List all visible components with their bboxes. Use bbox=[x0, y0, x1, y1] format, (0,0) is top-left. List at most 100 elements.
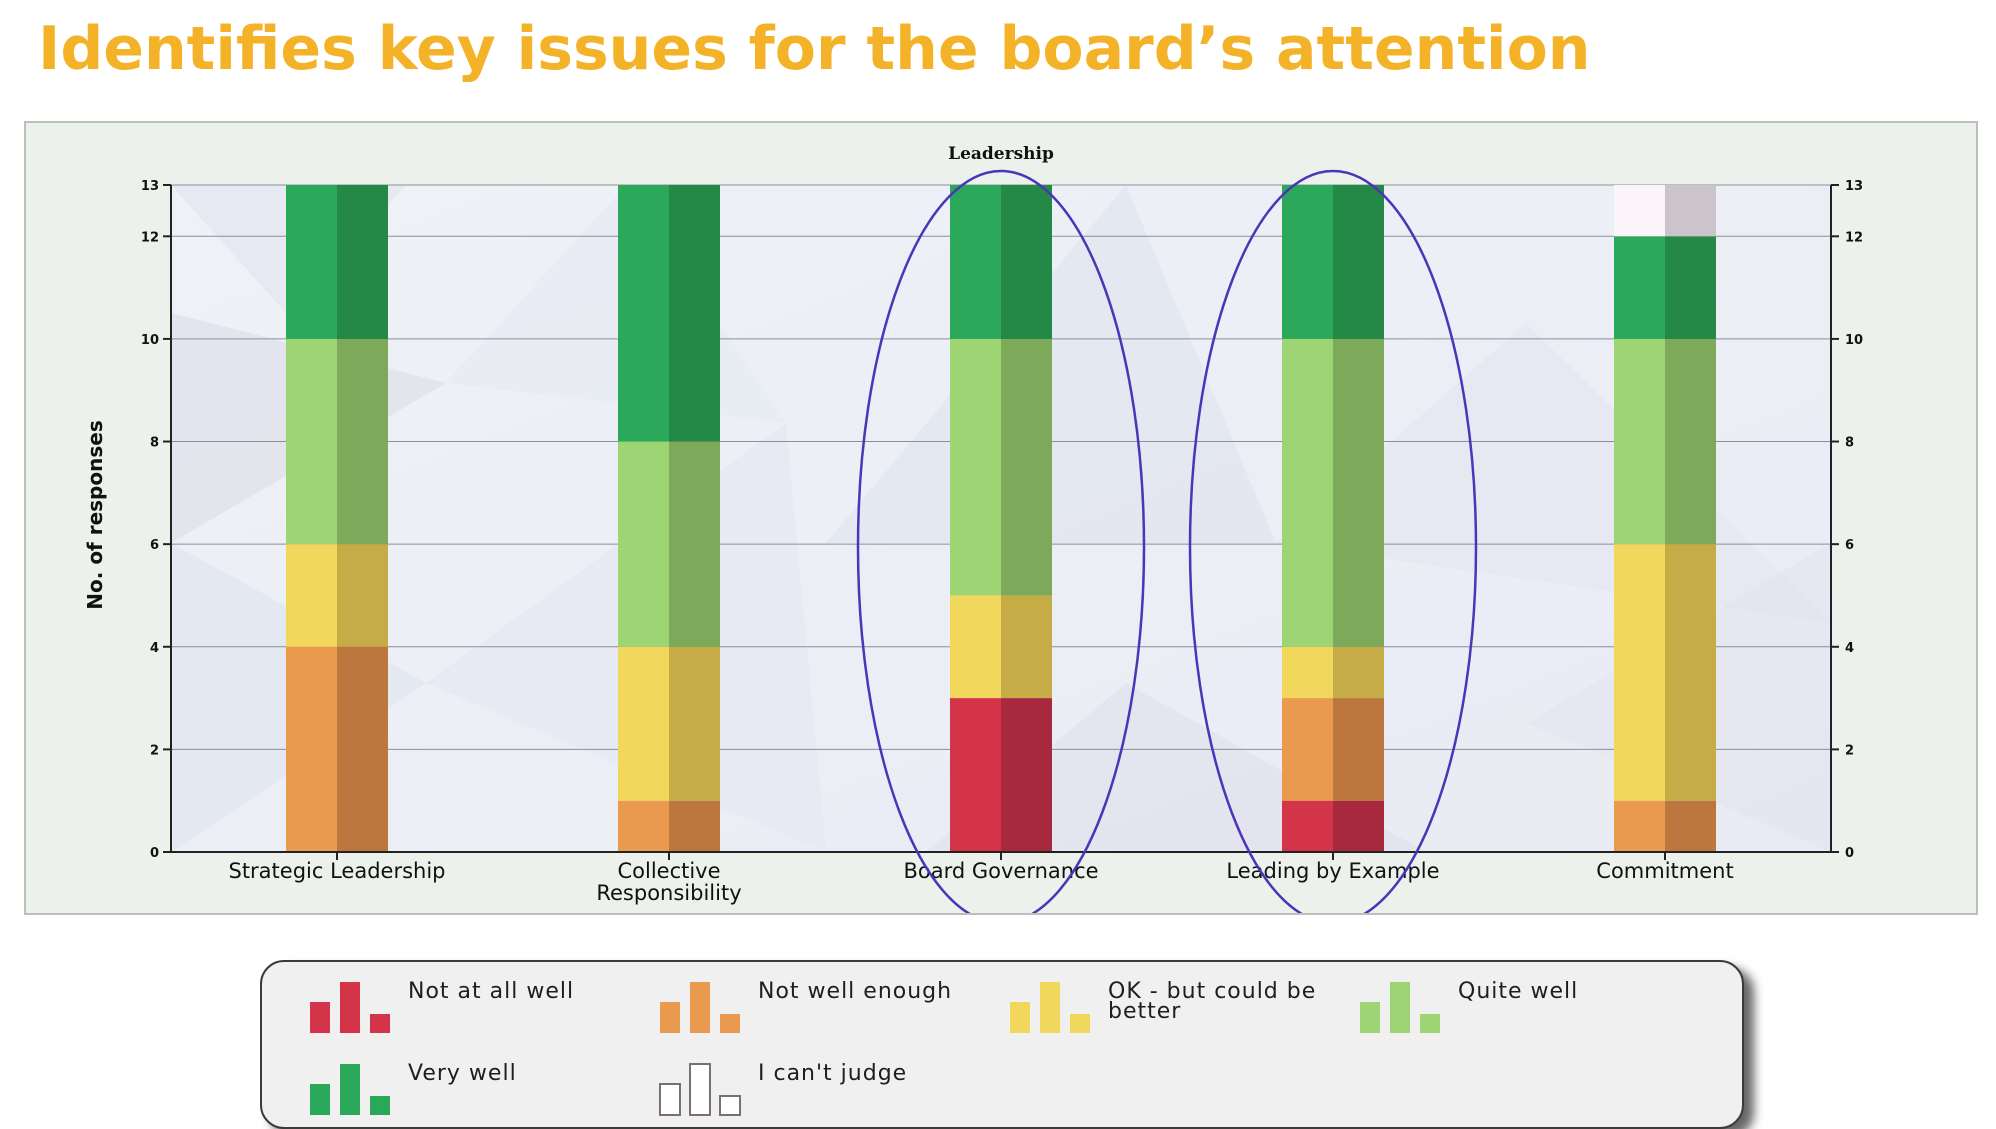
chart-title: Leadership bbox=[948, 144, 1054, 164]
category-label-leading-by-example: Leading by Example bbox=[1226, 859, 1439, 883]
highlight-ellipse-leading-by-example bbox=[1188, 169, 1478, 913]
bar-segment-very-well bbox=[1282, 185, 1333, 339]
legend-item-very-well: Very well bbox=[308, 1062, 648, 1122]
legend-label: Very well bbox=[408, 1061, 517, 1086]
bar-segment-quite-well-shade bbox=[1333, 338, 1384, 647]
legend-label: OK - but could be better bbox=[1108, 979, 1317, 1024]
bar-segment-ok-but-could-be-better-shade bbox=[1665, 544, 1716, 801]
bar-segment-very-well-shade bbox=[337, 185, 388, 339]
bar-segment-quite-well-shade bbox=[337, 338, 388, 545]
bar-segment-ok-but-could-be-better bbox=[1282, 646, 1333, 699]
legend-item-quite-well: Quite well bbox=[1358, 980, 1698, 1040]
stacked-bar-chart: 0 0 2 2 4 4 6 6 8 8 10 10 12 12 13 13 Strategic Leaders… bbox=[83, 144, 1863, 913]
bar-stack-board-governance bbox=[950, 185, 1052, 852]
bar-segment-not-well-enough bbox=[1282, 698, 1333, 801]
y-tick-label-right: 0 bbox=[1845, 846, 1854, 861]
tick-labels: 0 0 2 2 4 4 6 6 8 8 10 10 12 12 13 13 bbox=[141, 179, 1863, 861]
legend-label: Quite well bbox=[1458, 979, 1579, 1004]
y-tick-label-right: 10 bbox=[1845, 333, 1863, 348]
bar-segment-very-well-shade bbox=[669, 185, 720, 442]
legend-label: I can't judge bbox=[758, 1061, 908, 1086]
chart-panel: 0 0 2 2 4 4 6 6 8 8 10 10 12 12 13 13 Strategic Leaders… bbox=[24, 121, 1978, 915]
bar-segment-quite-well bbox=[1614, 338, 1665, 545]
legend-item-not-well-enough: Not well enough bbox=[658, 980, 998, 1040]
bar-segment-not-well-enough bbox=[286, 646, 337, 852]
bar-segment-ok-but-could-be-better bbox=[1614, 544, 1665, 801]
bar-segment-quite-well-shade bbox=[669, 441, 720, 647]
highlight-ellipse-board-governance bbox=[856, 169, 1146, 913]
bar-segment-quite-well bbox=[950, 338, 1001, 596]
bars bbox=[286, 185, 1716, 852]
bar-segment-not-well-enough-shade bbox=[337, 646, 388, 852]
bar-segment-not-at-all-well bbox=[1282, 800, 1333, 852]
legend: Not at all well Not well enough OK - but c… bbox=[260, 960, 1744, 1129]
legend-swatch-bars-icon bbox=[659, 1063, 741, 1116]
bar-segment-ok-but-could-be-better bbox=[286, 544, 337, 647]
slide-title: Identifies key issues for the board’s at… bbox=[38, 14, 1591, 84]
bar-segment-not-well-enough-shade bbox=[669, 800, 720, 852]
bar-segment-not-well-enough-shade bbox=[1333, 698, 1384, 801]
bar-stack-strategic-leadership bbox=[286, 185, 388, 852]
legend-swatch-bars-icon bbox=[660, 982, 740, 1033]
y-tick-label-right: 13 bbox=[1845, 179, 1863, 194]
bar-segment-not-at-all-well bbox=[950, 698, 1001, 852]
legend-swatch-bars-icon bbox=[1360, 982, 1440, 1033]
category-label-board-governance: Board Governance bbox=[903, 859, 1098, 883]
y-tick-label-left: 2 bbox=[150, 743, 159, 758]
bar-segment-not-well-enough bbox=[1614, 800, 1665, 852]
highlight-ellipses bbox=[856, 169, 1478, 913]
bar-segment-very-well bbox=[950, 185, 1001, 339]
category-label-commitment: Commitment bbox=[1596, 859, 1733, 883]
y-tick-label-left: 10 bbox=[141, 333, 159, 348]
bar-stack-commitment bbox=[1614, 185, 1716, 852]
legend-label: Not at all well bbox=[408, 979, 575, 1004]
bar-segment-ok-but-could-be-better-shade bbox=[1001, 595, 1052, 699]
bar-segment-very-well-shade bbox=[1665, 236, 1716, 339]
y-tick-label-left: 12 bbox=[141, 230, 159, 245]
bar-segment-ok-but-could-be-better-shade bbox=[337, 544, 388, 647]
bar-segment-ok-but-could-be-better-shade bbox=[1333, 646, 1384, 699]
legend-item-ok-but-could-be-better: OK - but could be better bbox=[1008, 980, 1348, 1040]
bar-segment-quite-well bbox=[286, 338, 337, 545]
bar-segment-quite-well-shade bbox=[1665, 338, 1716, 545]
bar-segment-ok-but-could-be-better-shade bbox=[669, 646, 720, 801]
category-label-collective-responsibility: Collective Responsibility bbox=[596, 859, 741, 905]
legend-item-i-can-t-judge: I can't judge bbox=[658, 1062, 998, 1122]
bar-segment-very-well-shade bbox=[1333, 185, 1384, 339]
bar-segment-not-at-all-well-shade bbox=[1333, 800, 1384, 852]
y-axis-label: No. of responses bbox=[83, 420, 107, 609]
bar-stack-leading-by-example bbox=[1282, 185, 1384, 852]
bar-segment-i-can-t-judge bbox=[1614, 185, 1665, 237]
legend-swatch-bars-icon bbox=[1010, 982, 1090, 1033]
category-label-strategic-leadership: Strategic Leadership bbox=[228, 859, 445, 883]
bar-segment-not-well-enough bbox=[618, 800, 669, 852]
y-tick-label-right: 4 bbox=[1845, 641, 1854, 656]
legend-item-not-at-all-well: Not at all well bbox=[308, 980, 648, 1040]
y-tick-label-right: 8 bbox=[1845, 436, 1854, 451]
y-tick-label-left: 8 bbox=[150, 436, 159, 451]
legend-swatch-bars-icon bbox=[310, 1064, 390, 1115]
bar-segment-very-well bbox=[1614, 236, 1665, 339]
legend-label: Not well enough bbox=[758, 979, 953, 1004]
bar-segment-ok-but-could-be-better bbox=[950, 595, 1001, 699]
bar-segment-not-well-enough-shade bbox=[1665, 800, 1716, 852]
bar-segment-quite-well bbox=[618, 441, 669, 647]
bar-segment-i-can-t-judge-shade bbox=[1665, 185, 1716, 237]
y-tick-label-right: 12 bbox=[1845, 230, 1863, 245]
bar-segment-quite-well bbox=[1282, 338, 1333, 647]
legend-swatch-bars-icon bbox=[310, 982, 390, 1033]
y-tick-label-right: 6 bbox=[1845, 538, 1854, 553]
bar-segment-very-well-shade bbox=[1001, 185, 1052, 339]
y-tick-label-left: 4 bbox=[150, 641, 159, 656]
y-tick-label-right: 2 bbox=[1845, 743, 1854, 758]
bar-segment-not-at-all-well-shade bbox=[1001, 698, 1052, 852]
bar-segment-very-well bbox=[618, 185, 669, 442]
y-tick-label-left: 6 bbox=[150, 538, 159, 553]
category-labels: Strategic Leadership Collective Responsibi… bbox=[228, 852, 1734, 905]
bar-segment-very-well bbox=[286, 185, 337, 339]
y-tick-label-left: 13 bbox=[141, 179, 159, 194]
bar-segment-ok-but-could-be-better bbox=[618, 646, 669, 801]
bar-segment-quite-well-shade bbox=[1001, 338, 1052, 596]
bar-stack-collective-responsibility bbox=[618, 185, 720, 852]
y-tick-label-left: 0 bbox=[150, 846, 159, 861]
